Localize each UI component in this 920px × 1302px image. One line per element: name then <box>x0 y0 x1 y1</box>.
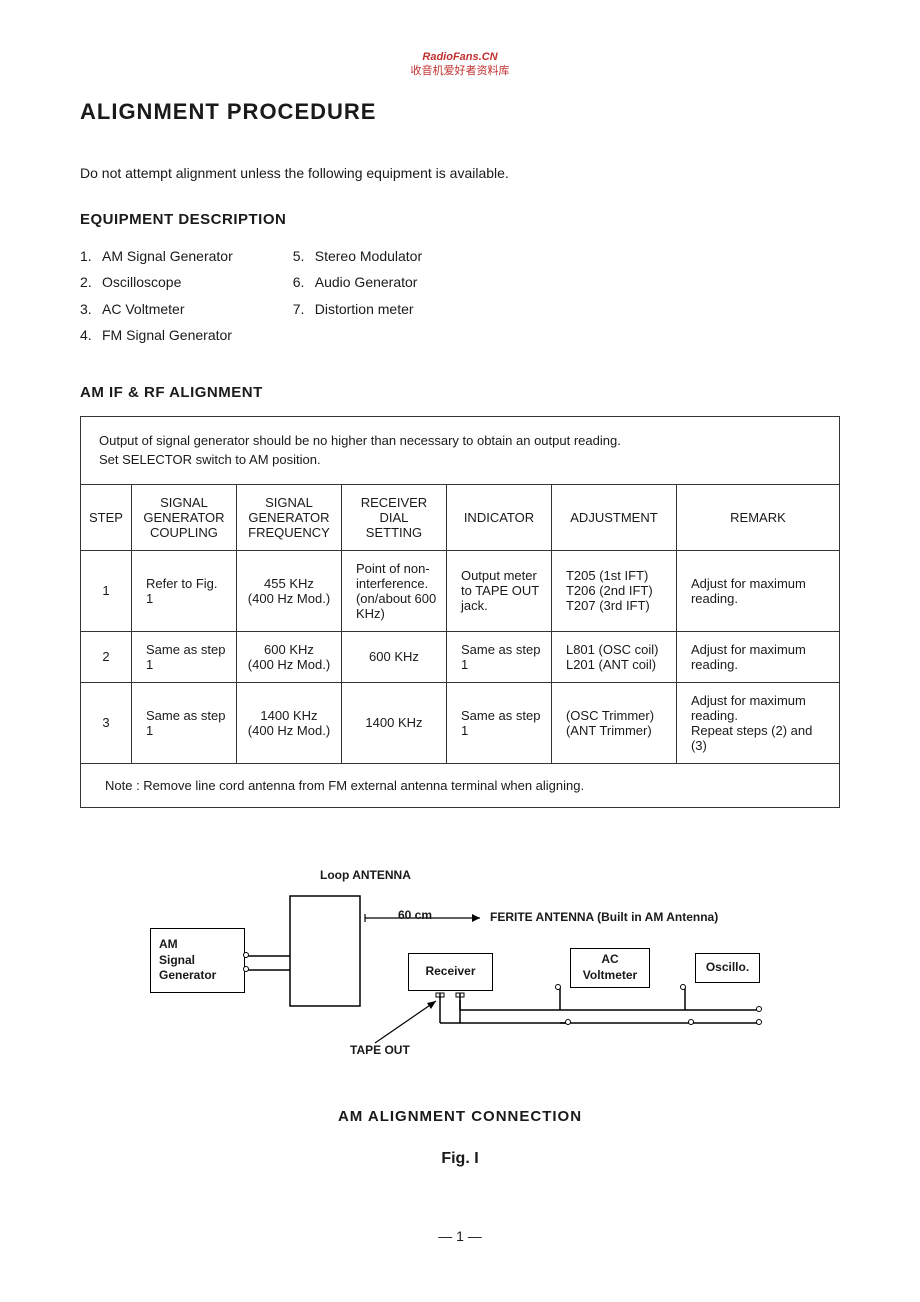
watermark-line2: 收音机爱好者资料库 <box>80 64 840 78</box>
ferite-antenna-label: FERITE ANTENNA (Built in AM Antenna) <box>490 910 718 924</box>
connector-icon <box>555 984 561 990</box>
loop-antenna-label: Loop ANTENNA <box>320 868 780 882</box>
intro-text: Do not attempt alignment unless the foll… <box>80 165 840 181</box>
connector-icon <box>565 1019 571 1025</box>
alignment-table: Output of signal generator should be no … <box>80 416 840 808</box>
connector-icon <box>680 984 686 990</box>
equipment-list: 1.AM Signal Generator 2.Oscilloscope 3.A… <box>80 243 840 349</box>
figure-label: Fig. I <box>140 1150 780 1168</box>
page-title: ALIGNMENT PROCEDURE <box>80 99 840 125</box>
table-header-row: STEP SIGNAL GENERATOR COUPLING SIGNAL GE… <box>81 484 840 550</box>
alignment-heading: AM IF & RF ALIGNMENT <box>80 384 840 401</box>
connector-icon <box>243 952 249 958</box>
connector-icon <box>688 1019 694 1025</box>
table-note: Note : Remove line cord antenna from FM … <box>81 763 840 807</box>
table-row: 1 Refer to Fig. 1 455 KHz (400 Hz Mod.) … <box>81 550 840 631</box>
table-row: 2 Same as step 1 600 KHz (400 Hz Mod.) 6… <box>81 631 840 682</box>
connection-diagram: AM Signal Generator 60 cm FERITE ANTENNA… <box>140 888 780 1078</box>
oscilloscope-box: Oscillo. <box>695 953 760 983</box>
receiver-box: Receiver <box>408 953 493 991</box>
equipment-col-2: 5.Stereo Modulator 6.Audio Generator 7.D… <box>293 243 422 349</box>
page-number: — 1 — <box>80 1228 840 1244</box>
tape-out-label: TAPE OUT <box>350 1043 410 1057</box>
equipment-heading: EQUIPMENT DESCRIPTION <box>80 211 840 228</box>
diagram-title: AM ALIGNMENT CONNECTION <box>140 1108 780 1125</box>
connector-icon <box>756 1006 762 1012</box>
distance-label: 60 cm <box>398 908 432 922</box>
watermark-line1: RadioFans.CN <box>80 50 840 64</box>
table-row: 3 Same as step 1 1400 KHz (400 Hz Mod.) … <box>81 682 840 763</box>
am-generator-box: AM Signal Generator <box>150 928 245 993</box>
table-preamble: Output of signal generator should be no … <box>81 416 840 484</box>
header-watermark: RadioFans.CN 收音机爱好者资料库 <box>80 50 840 79</box>
connector-icon <box>243 966 249 972</box>
diagram-container: Loop ANTENNA <box>140 868 780 1168</box>
ac-voltmeter-box: AC Voltmeter <box>570 948 650 988</box>
connector-icon <box>756 1019 762 1025</box>
equipment-col-1: 1.AM Signal Generator 2.Oscilloscope 3.A… <box>80 243 233 349</box>
